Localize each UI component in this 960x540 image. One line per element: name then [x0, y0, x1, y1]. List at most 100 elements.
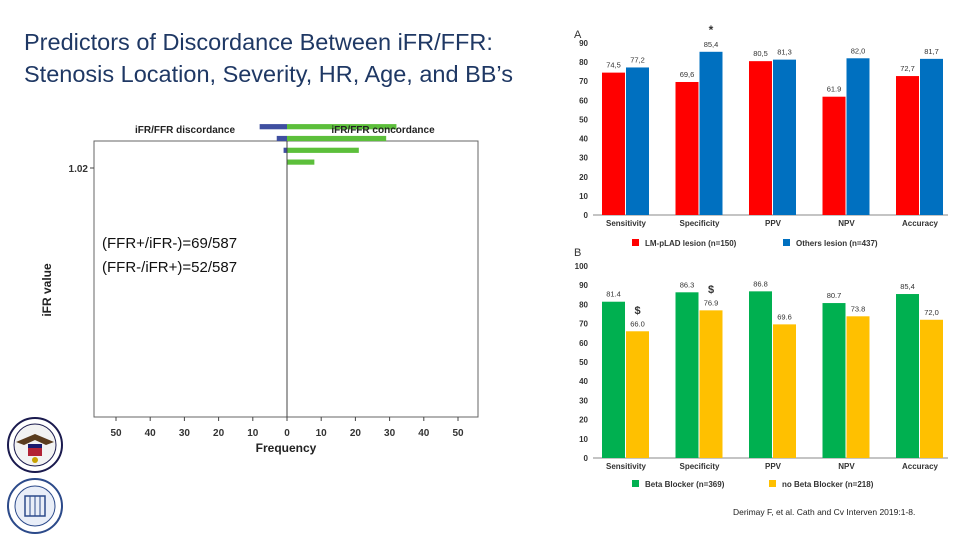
legend-label: no Beta Blocker (n=218) [782, 480, 874, 489]
bar-series-1 [896, 294, 919, 458]
bar-value-label: 73.8 [851, 304, 866, 313]
university-seal-logo [7, 478, 63, 534]
y-tick-label: 50 [579, 115, 588, 124]
legend-label: LM-pLAD lesion (n=150) [645, 239, 737, 248]
bar-value-label: 85,4 [900, 282, 915, 291]
bar-value-label: 86.8 [753, 279, 768, 288]
bar-value-label: 61.9 [827, 85, 842, 94]
y-tick-label: 20 [579, 173, 588, 182]
bar-series-2 [773, 324, 796, 458]
y-tick-label: 40 [579, 135, 588, 144]
veterans-affairs-seal-logo [7, 417, 63, 473]
significance-marker: $ [708, 284, 714, 296]
discordance-bar [259, 124, 287, 130]
concordance-bar [287, 135, 387, 142]
x-tick-label: 10 [316, 428, 328, 439]
x-tick-label: 0 [284, 428, 290, 439]
y-tick-label: 80 [579, 300, 588, 309]
histogram-frame [93, 140, 479, 418]
concordance-header: iFR/FFR concordance [331, 125, 435, 136]
bar-value-label: 72,0 [924, 308, 939, 317]
significance-marker: * [709, 24, 714, 37]
category-label: PPV [765, 219, 782, 228]
concordance-bar [287, 147, 359, 153]
bar-value-label: 74,5 [606, 61, 621, 70]
category-label: Sensitivity [606, 219, 647, 228]
legend-swatch [783, 239, 790, 246]
y-tick-label: 100 [575, 262, 589, 271]
bar-series-1 [749, 61, 772, 216]
bar-value-label: 81.4 [606, 290, 621, 299]
y-tick-label: 30 [579, 154, 588, 163]
x-tick-label: 20 [213, 428, 225, 439]
x-tick-label: 40 [418, 428, 430, 439]
category-label: Accuracy [902, 219, 939, 228]
category-label: Accuracy [902, 462, 939, 471]
panel-label: B [574, 247, 581, 259]
slide-title: Predictors of Discordance Between iFR/FF… [24, 26, 564, 90]
x-tick-label: 30 [179, 428, 191, 439]
annotation-ffr-plus: (FFR+/iFR-)=69/587 [102, 235, 237, 252]
y-tick-label: 60 [579, 96, 588, 105]
bar-series-1 [675, 81, 699, 215]
category-label: Specificity [679, 462, 720, 471]
bar-series-1 [749, 291, 772, 458]
bar-series-1 [822, 303, 846, 458]
y-axis-label: iFR value [40, 263, 54, 317]
y-tick-label: 60 [579, 339, 588, 348]
bar-value-label: 69,6 [680, 70, 695, 79]
discordance-bar [283, 147, 287, 153]
legend-swatch [769, 480, 776, 487]
y-tick-label: 40 [579, 377, 588, 386]
bar-series-2 [846, 58, 870, 216]
discordance-header: iFR/FFR discordance [135, 125, 235, 136]
bar-series-1 [602, 72, 625, 215]
bar-series-1 [602, 301, 625, 458]
category-label: PPV [765, 462, 782, 471]
x-tick-label: 50 [110, 428, 122, 439]
concordance-bar [287, 159, 315, 165]
panel-b-chart: B 0 10 20 30 40 50 60 70 80 90 100 81.4 66.0 Sensitivi… [574, 247, 948, 489]
bar-series-2 [773, 59, 796, 216]
panel-a-chart: A 0 10 20 30 40 50 60 70 80 90 74,5 77,2 Sensitivity 6… [574, 24, 948, 248]
y-tick-label: 70 [579, 320, 588, 329]
slide-title-line-1: Predictors of Discordance Between iFR/FF… [24, 29, 493, 55]
category-label: NPV [838, 462, 855, 471]
discordance-bar [276, 135, 287, 142]
slide-title-line-2: Stenosis Location, Severity, HR, Age, an… [24, 61, 513, 87]
bar-value-label: 76.9 [704, 298, 719, 307]
y-tick-label: 30 [579, 396, 588, 405]
y-tick-label: 20 [579, 416, 588, 425]
bar-series-2 [699, 310, 723, 458]
bar-series-2 [846, 316, 870, 458]
category-label: Sensitivity [606, 462, 647, 471]
bar-series-2 [920, 58, 943, 216]
significance-marker: $ [634, 305, 640, 317]
legend-label: Others lesion (n=437) [796, 239, 878, 248]
y-tick-label: 0 [584, 211, 589, 220]
x-tick-label: 50 [452, 428, 464, 439]
category-label: NPV [838, 219, 855, 228]
bar-value-label: 85,4 [704, 40, 719, 49]
y-tick-label: 80 [579, 58, 588, 67]
bar-series-1 [675, 292, 699, 458]
bar-value-label: 86.3 [680, 280, 695, 289]
x-tick-label: 20 [350, 428, 362, 439]
y-tick-label: 70 [579, 77, 588, 86]
bar-series-2 [699, 51, 723, 216]
citation: Derimay F, et al. Cath and Cv Interven 2… [733, 507, 916, 517]
bar-value-label: 72,7 [900, 64, 915, 73]
bar-value-label: 77,2 [630, 55, 645, 64]
bar-value-label: 81,7 [924, 47, 939, 56]
legend-label: Beta Blocker (n=369) [645, 480, 725, 489]
x-tick-label: 30 [384, 428, 396, 439]
legend-swatch [632, 239, 639, 246]
annotation-ffr-minus: (FFR-/iFR+)=52/587 [102, 259, 237, 276]
y-tick-label: 10 [579, 435, 588, 444]
bar-value-label: 66.0 [630, 319, 645, 328]
y-tick-label: 90 [579, 281, 588, 290]
y-tick-label: 1.02 [69, 164, 89, 175]
category-label: Specificity [679, 219, 720, 228]
bar-series-2 [626, 67, 649, 215]
bar-value-label: 82,0 [851, 46, 866, 55]
